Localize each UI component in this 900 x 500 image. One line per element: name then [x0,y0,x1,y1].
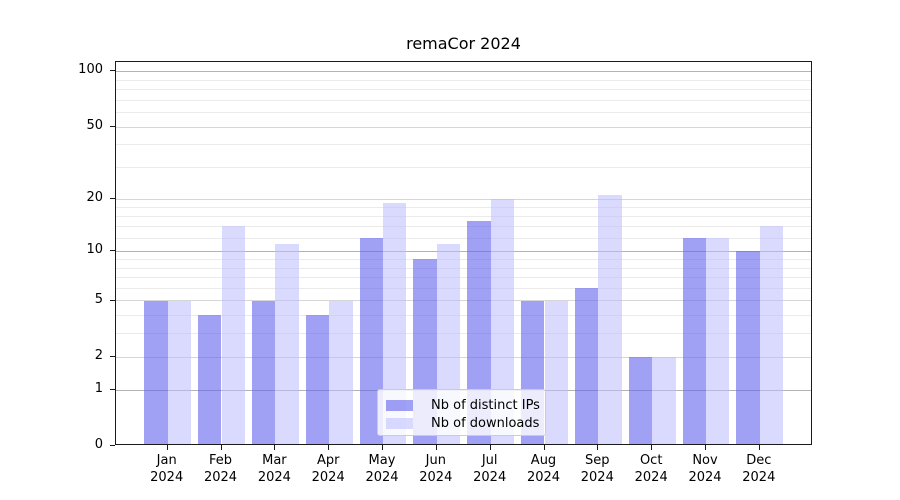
gridline-minor [116,333,811,335]
bar-downloads-jan [167,300,192,444]
y-tick-label: 0 [94,437,103,452]
x-tick [597,445,599,450]
legend-label-distinct-ips: Nb of distinct IPs [431,397,540,413]
bar-downloads-dec [759,226,784,444]
x-tick [758,445,760,450]
bar-downloads-mar [275,244,299,444]
gridline-minor [116,277,811,279]
y-tick-label: 1 [94,380,103,396]
legend-item-distinct-ips: Nb of distinct IPs [386,396,540,414]
gridline-mid [116,198,811,200]
y-tick-label: 20 [86,189,103,205]
legend-swatch-distinct-ips [386,399,413,411]
x-tick-label: Dec 2024 [742,453,776,485]
x-tick [435,445,437,450]
x-tick [220,445,222,450]
bar-ips-mar [252,300,276,444]
y-tick-label: 2 [94,347,103,363]
bar-downloads-sep [598,195,622,444]
x-tick-label: Jun 2024 [419,453,453,485]
x-tick-label: Aug 2024 [526,453,561,485]
x-tick-label: Jan 2024 [150,453,184,485]
y-tick-label: 50 [86,117,103,133]
gridline-minor [116,267,811,269]
gridline-mid [116,126,811,128]
y-tick-label: 5 [94,291,103,307]
y-tick [110,197,115,199]
chart-title: remaCor 2024 [406,34,521,53]
gridline-minor [116,99,811,101]
bar-downloads-aug [544,300,568,444]
gridline-decade [116,251,811,253]
plot-area [115,61,812,445]
bar-ips-apr [305,315,330,444]
gridline-minor [116,206,811,208]
x-tick [382,445,383,450]
gridline-minor [116,79,811,81]
bar-downloads-jul [490,198,515,444]
x-tick-label: Oct 2024 [634,453,668,485]
gridline-minor [116,144,811,146]
y-tick [110,250,115,252]
x-tick-label: Sep 2024 [580,453,614,485]
legend-swatch-downloads [386,417,413,429]
bar-ips-jan [144,300,168,444]
x-tick [328,445,330,450]
legend: Nb of distinct IPs Nb of downloads [377,389,546,436]
x-tick [543,445,545,450]
x-tick-label: Jul 2024 [473,453,507,485]
bar-downloads-feb [221,226,245,444]
x-tick-label: Mar 2024 [257,453,291,485]
bar-downloads-nov [706,237,730,444]
x-tick [166,445,168,450]
gridline-minor [116,89,811,91]
gridline-minor [116,237,811,239]
y-tick [110,445,115,446]
gridline-minor [116,215,811,217]
gridline-minor [116,167,811,169]
legend-item-downloads: Nb of downloads [386,414,540,432]
x-tick-label: Apr 2024 [311,453,345,485]
bar-ips-nov [682,237,706,444]
x-tick [489,445,491,450]
y-tick [110,70,115,72]
y-tick-label: 10 [86,242,103,258]
gridline-minor [116,287,811,289]
bar-downloads-apr [329,300,353,444]
y-tick [110,388,115,390]
x-tick-label: Feb 2024 [203,453,238,485]
gridline-minor [116,226,811,228]
bar-ips-sep [574,288,599,444]
bar-ips-jul [467,220,491,444]
y-tick [110,299,115,301]
y-tick [110,355,115,357]
gridline-decade [116,71,811,73]
x-tick-label: May 2024 [365,453,399,485]
bar-ips-dec [736,251,760,444]
gridline-mid [116,300,811,302]
legend-label-downloads: Nb of downloads [431,415,540,431]
y-tick [110,125,115,127]
x-tick [705,445,706,450]
bar-ips-feb [198,315,222,444]
gridline-minor [116,112,811,114]
x-tick [651,445,653,450]
gridline-minor [116,259,811,260]
y-tick-label: 100 [78,62,103,78]
x-tick [274,445,276,450]
x-tick-label: Nov 2024 [688,453,722,485]
bar-ips-oct [628,356,653,444]
gridline-mid [116,356,811,358]
bar-downloads-oct [652,356,676,444]
bar-downloads-may [383,202,407,444]
gridline-minor [116,315,811,317]
